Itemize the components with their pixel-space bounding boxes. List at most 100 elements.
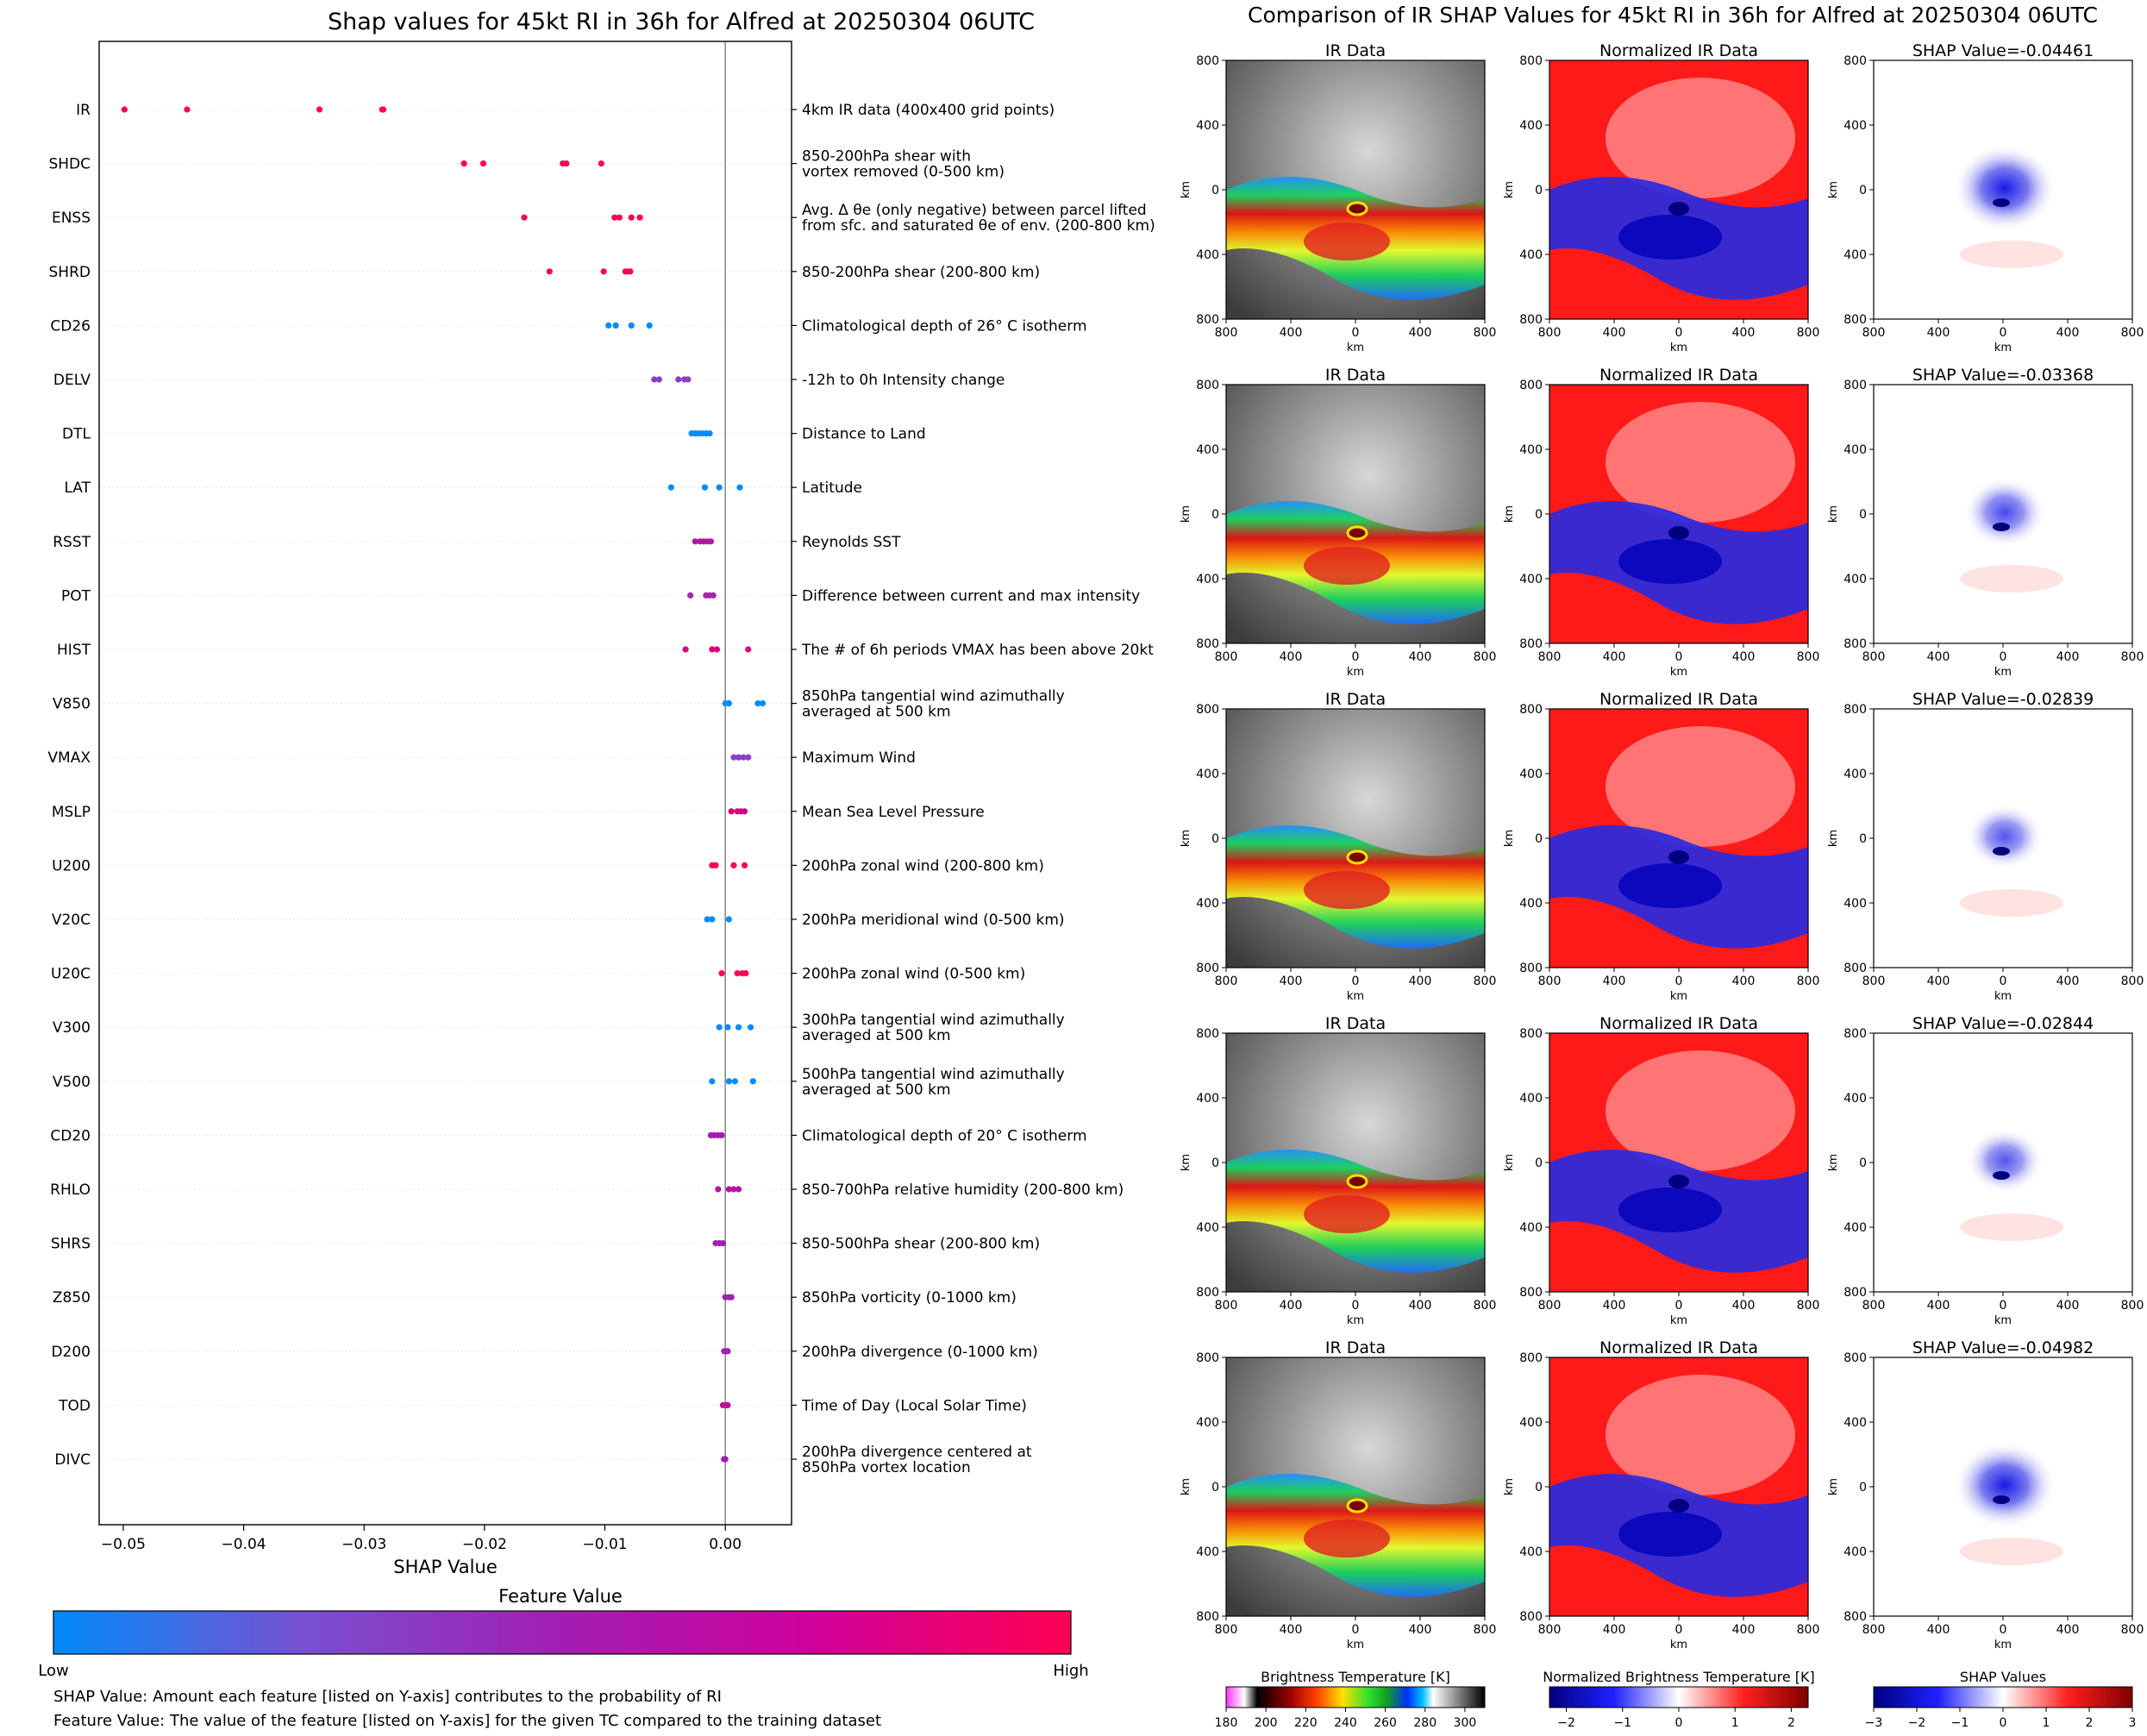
- panel-y-tick-label: 400: [1519, 1416, 1543, 1430]
- shap-point-v300: [735, 1024, 742, 1031]
- panel-y-tick-label: 400: [1196, 573, 1219, 586]
- feature-label-shdc: SHDC: [48, 156, 91, 173]
- feature-value-colorbar: [53, 1610, 1072, 1655]
- x-tick-label: −0.04: [222, 1536, 266, 1553]
- shap-point-vmax: [735, 754, 742, 761]
- panel-x-label: km: [1994, 1639, 2012, 1651]
- panel-y-tick-label: 800: [1519, 1610, 1543, 1624]
- panel-x-tick-label: 0: [1352, 1623, 1360, 1637]
- panel-x-tick-label: 400: [1603, 1299, 1626, 1313]
- feature-description: 850-200hPa shear with: [802, 148, 971, 166]
- feature-description: Difference between current and max inten…: [802, 587, 1140, 605]
- feature-label-rhlo: RHLO: [50, 1181, 91, 1199]
- panel-x-tick-label: 400: [1603, 650, 1626, 664]
- shap-point-z850: [728, 1294, 735, 1300]
- ir-cold-core: [1304, 871, 1390, 909]
- shap-point-v500: [731, 1078, 738, 1085]
- shap-point-vmax: [740, 754, 747, 761]
- feature-label-v500: V500: [53, 1074, 91, 1091]
- panel-x-tick-label: 400: [1732, 975, 1756, 988]
- panel-x-label: km: [1670, 1639, 1687, 1651]
- norm-panel-title: Normalized IR Data: [1599, 41, 1758, 60]
- colorbar-tick-label: 2: [2086, 1716, 2094, 1730]
- feature-label-tod: TOD: [58, 1397, 91, 1414]
- feature-description: Climatological depth of 20° C isotherm: [802, 1127, 1087, 1144]
- image-colorbar: [1549, 1686, 1809, 1708]
- panel-x-label: km: [1994, 342, 2012, 354]
- panel-x-tick-label: 400: [1927, 326, 1950, 340]
- panel-x-tick-label: 800: [1215, 975, 1238, 988]
- panel-y-label: km: [1180, 830, 1192, 847]
- feature-label-ir: IR: [76, 102, 91, 119]
- feature-description: Avg. Δ θe (only negative) between parcel…: [802, 202, 1147, 219]
- colorbar-low-label: Low: [38, 1662, 68, 1680]
- panel-y-tick-label: 800: [1519, 54, 1543, 68]
- shap-point-rsst: [707, 538, 715, 545]
- ir-center-spot: [1346, 849, 1368, 865]
- feature-description: The # of 6h periods VMAX has been above …: [801, 642, 1154, 659]
- panel-y-label: km: [1827, 1478, 1840, 1495]
- panel-x-tick-label: 800: [1797, 650, 1820, 664]
- panel-x-tick-label: 400: [1603, 975, 1626, 988]
- panel-x-label: km: [1994, 1314, 2012, 1327]
- image-colorbar-label: SHAP Values: [1960, 1669, 2046, 1685]
- feature-value-title: Feature Value: [498, 1586, 623, 1607]
- shap-point-shrd: [627, 268, 634, 275]
- panel-y-tick-label: 0: [1859, 1156, 1867, 1170]
- panel-y-tick-label: 800: [1843, 637, 1867, 651]
- panel-x-tick-label: 400: [1927, 650, 1950, 664]
- shap-point-v20c: [709, 916, 716, 923]
- colorbar-tick-label: −1: [1951, 1716, 1969, 1730]
- shap-point-delv: [675, 376, 682, 383]
- x-tick-label: −0.05: [101, 1536, 146, 1553]
- shap-point-lat: [701, 484, 709, 491]
- panel-x-tick-label: 0: [2000, 326, 2007, 340]
- panel-x-tick-label: 800: [1797, 1299, 1820, 1313]
- panel-x-label: km: [1347, 666, 1364, 679]
- panel-x-tick-label: 800: [1474, 650, 1497, 664]
- right-chart-title: Comparison of IR SHAP Values for 45kt RI…: [1248, 3, 2098, 28]
- feature-label-pot: POT: [61, 587, 91, 605]
- shap-point-lat: [716, 484, 723, 491]
- panel-x-tick-label: 400: [2056, 1299, 2080, 1313]
- panel-y-tick-label: 800: [1196, 313, 1219, 327]
- panel-x-tick-label: 0: [2000, 1299, 2007, 1313]
- colorbar-tick-label: 240: [1334, 1716, 1357, 1730]
- panel-x-tick-label: 400: [1409, 326, 1432, 340]
- feature-label-lat: LAT: [64, 479, 91, 497]
- shap-negative-region: [1966, 1127, 2044, 1194]
- shap-point-mslp: [741, 808, 748, 815]
- panel-x-tick-label: 800: [1215, 326, 1238, 340]
- norm-cold-core: [1618, 1512, 1722, 1557]
- panel-x-tick-label: 800: [1215, 650, 1238, 664]
- norm-light-region: [1606, 1050, 1795, 1171]
- feature-description: averaged at 500 km: [802, 1081, 951, 1099]
- panel-y-tick-label: 800: [1843, 703, 1867, 717]
- panel-x-tick-label: 800: [1474, 1623, 1497, 1637]
- shap-point-v20c: [704, 916, 710, 923]
- panel-x-tick-label: 0: [1352, 1299, 1360, 1313]
- image-colorbar-label: Brightness Temperature [K]: [1261, 1669, 1450, 1685]
- panel-y-tick-label: 400: [1519, 768, 1543, 781]
- ir-cold-core: [1304, 1195, 1390, 1233]
- panel-x-tick-label: 400: [2056, 975, 2080, 988]
- panel-x-tick-label: 800: [1862, 1623, 1886, 1637]
- ir-center-spot: [1346, 525, 1368, 541]
- feature-description: averaged at 500 km: [802, 704, 951, 721]
- panel-x-tick-label: 800: [1215, 1623, 1238, 1637]
- colorbar-tick-label: −3: [1865, 1716, 1883, 1730]
- colorbar-tick-label: 0: [1675, 1716, 1683, 1730]
- shap-point-mslp: [728, 808, 735, 815]
- panel-x-tick-label: 800: [1797, 1623, 1820, 1637]
- image-colorbar: [1225, 1686, 1486, 1708]
- norm-panel-title: Normalized IR Data: [1599, 1014, 1758, 1033]
- feature-description: 200hPa meridional wind (0-500 km): [802, 912, 1065, 929]
- panel-y-label: km: [1827, 505, 1840, 523]
- colorbar-tick-label: 180: [1215, 1716, 1238, 1730]
- panel-y-tick-label: 800: [1519, 637, 1543, 651]
- shap-point-enss: [521, 214, 528, 221]
- shap-point-u200: [712, 862, 719, 869]
- panel-y-tick-label: 400: [1519, 1092, 1543, 1106]
